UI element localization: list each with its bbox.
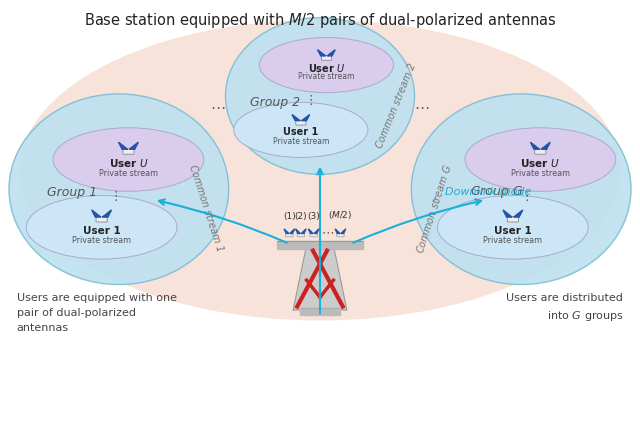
Text: $\cdots$: $\cdots$ bbox=[210, 99, 225, 114]
FancyBboxPatch shape bbox=[321, 56, 332, 60]
Text: Private stream: Private stream bbox=[72, 236, 131, 245]
Text: User 1: User 1 bbox=[284, 128, 319, 137]
Polygon shape bbox=[308, 229, 313, 233]
Text: Users are equipped with one
pair of dual-polarized
antennas: Users are equipped with one pair of dual… bbox=[17, 293, 177, 333]
Polygon shape bbox=[293, 249, 347, 310]
FancyBboxPatch shape bbox=[508, 217, 518, 222]
Text: Users are distributed
into $G$ groups: Users are distributed into $G$ groups bbox=[506, 293, 623, 323]
Ellipse shape bbox=[412, 94, 631, 284]
Text: Private stream: Private stream bbox=[298, 72, 355, 82]
Text: Private stream: Private stream bbox=[483, 236, 543, 245]
Polygon shape bbox=[102, 210, 111, 217]
Text: Base station equipped with $M/2$ pairs of dual-polarized antennas: Base station equipped with $M/2$ pairs o… bbox=[84, 11, 556, 30]
Polygon shape bbox=[317, 50, 326, 56]
Polygon shape bbox=[341, 229, 346, 233]
FancyBboxPatch shape bbox=[337, 233, 344, 237]
FancyBboxPatch shape bbox=[96, 217, 107, 222]
Ellipse shape bbox=[20, 20, 620, 320]
Text: Common stream 1: Common stream 1 bbox=[188, 164, 225, 253]
Polygon shape bbox=[292, 115, 300, 121]
Text: User 1: User 1 bbox=[494, 226, 532, 236]
Polygon shape bbox=[118, 142, 127, 149]
Text: $\vdots$: $\vdots$ bbox=[109, 189, 118, 203]
Text: User $U$: User $U$ bbox=[109, 157, 148, 169]
Ellipse shape bbox=[9, 94, 228, 284]
Polygon shape bbox=[276, 241, 364, 249]
Text: $\vdots$: $\vdots$ bbox=[520, 189, 529, 203]
Polygon shape bbox=[327, 50, 335, 56]
Text: User $U$: User $U$ bbox=[520, 157, 560, 169]
Text: Downlink mode: Downlink mode bbox=[445, 187, 531, 197]
FancyBboxPatch shape bbox=[123, 149, 134, 154]
Ellipse shape bbox=[259, 37, 394, 93]
Text: Group $G$: Group $G$ bbox=[470, 184, 524, 200]
FancyBboxPatch shape bbox=[310, 233, 317, 237]
Polygon shape bbox=[503, 210, 512, 217]
Polygon shape bbox=[301, 229, 306, 233]
Text: (1): (1) bbox=[283, 212, 296, 221]
Polygon shape bbox=[290, 229, 294, 233]
Text: Group 2: Group 2 bbox=[250, 96, 300, 109]
Text: $\vdots$: $\vdots$ bbox=[304, 93, 313, 107]
Text: (3): (3) bbox=[307, 212, 320, 221]
Polygon shape bbox=[314, 229, 319, 233]
Polygon shape bbox=[335, 229, 340, 233]
FancyBboxPatch shape bbox=[297, 233, 305, 237]
Ellipse shape bbox=[438, 196, 588, 259]
Text: $\cdots$: $\cdots$ bbox=[321, 225, 334, 238]
Text: Group 1: Group 1 bbox=[47, 186, 97, 198]
Polygon shape bbox=[92, 210, 100, 217]
Ellipse shape bbox=[53, 128, 204, 191]
Polygon shape bbox=[296, 229, 300, 233]
FancyBboxPatch shape bbox=[285, 233, 293, 237]
Polygon shape bbox=[541, 142, 550, 149]
Polygon shape bbox=[284, 229, 289, 233]
Text: Private stream: Private stream bbox=[273, 137, 329, 146]
Text: Private stream: Private stream bbox=[511, 169, 570, 178]
Polygon shape bbox=[129, 142, 138, 149]
Text: ($M/2$): ($M/2$) bbox=[328, 209, 353, 221]
FancyBboxPatch shape bbox=[296, 120, 306, 125]
Text: (2): (2) bbox=[294, 212, 307, 221]
Text: Common stream $G$: Common stream $G$ bbox=[413, 162, 454, 255]
Polygon shape bbox=[531, 142, 540, 149]
Text: Common stream 2: Common stream 2 bbox=[375, 62, 419, 150]
Text: User 1: User 1 bbox=[83, 226, 120, 236]
Polygon shape bbox=[301, 115, 310, 121]
Text: User $U$: User $U$ bbox=[308, 62, 345, 74]
Text: Private stream: Private stream bbox=[99, 169, 158, 178]
Polygon shape bbox=[300, 309, 340, 315]
Ellipse shape bbox=[234, 102, 368, 157]
Ellipse shape bbox=[26, 196, 177, 259]
Text: $\cdots$: $\cdots$ bbox=[415, 99, 430, 114]
Polygon shape bbox=[514, 210, 523, 217]
FancyBboxPatch shape bbox=[535, 149, 546, 154]
Ellipse shape bbox=[465, 128, 616, 191]
Ellipse shape bbox=[225, 18, 415, 174]
